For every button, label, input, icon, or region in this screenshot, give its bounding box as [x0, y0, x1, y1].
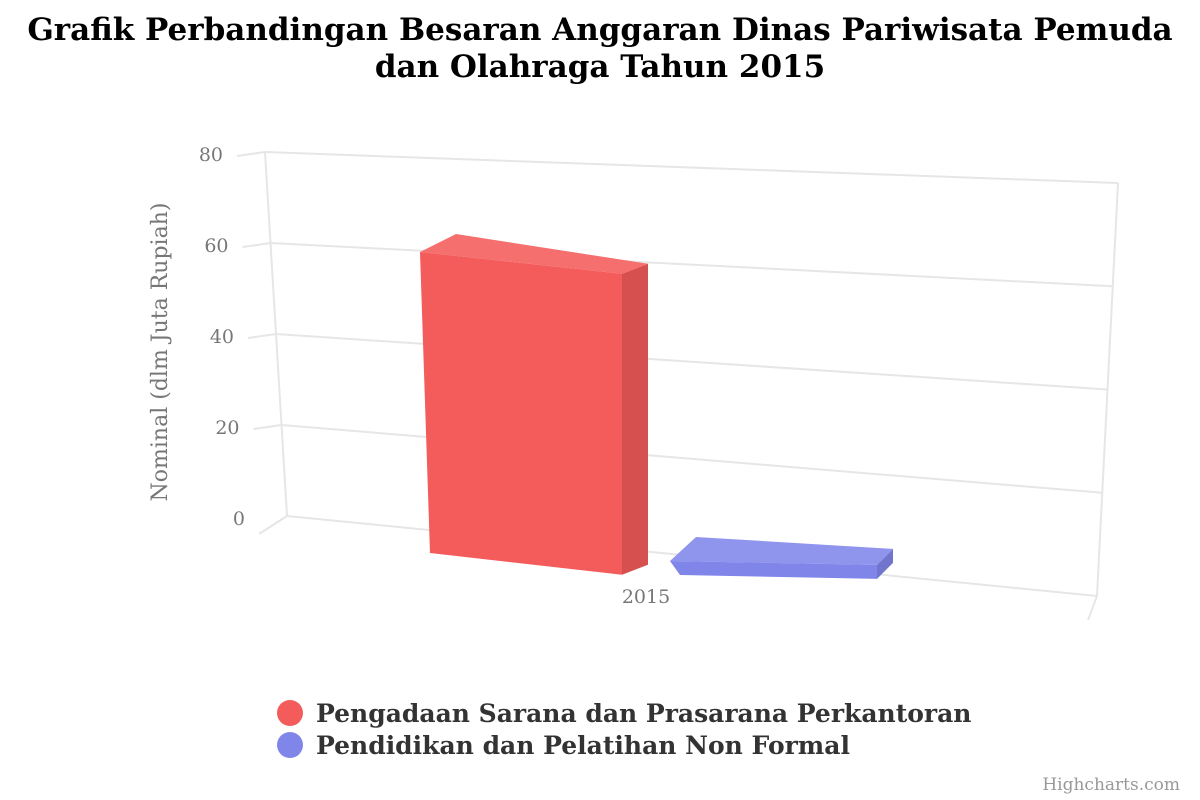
back-wall-right-edge [1096, 182, 1119, 597]
y-tick-label: 0 [233, 508, 245, 530]
gridline-20 [281, 424, 1103, 494]
back-wall-left-edge [264, 151, 288, 517]
y-tick-mark-40 [247, 333, 277, 339]
chart-title-line-1: Grafik Perbandingan Besaran Anggaran Din… [27, 12, 1173, 48]
bar-pendidikan-pelatihan[interactable] [670, 537, 893, 579]
gridline-40 [275, 333, 1108, 391]
gridline-60 [270, 242, 1113, 288]
x-axis-ticks: 2015 [622, 586, 670, 608]
floor-right-edge [1087, 595, 1098, 621]
grid-layer [236, 151, 1119, 621]
y-tick-mark-60 [242, 242, 271, 248]
bar-side-face [877, 548, 893, 579]
bar-top-face [420, 234, 648, 274]
y-tick-label: 80 [199, 144, 223, 166]
legend-item[interactable]: Pengadaan Sarana dan Prasarana Perkantor… [277, 699, 971, 728]
y-tick-mark-80 [236, 151, 266, 157]
bar-pengadaan-sarana[interactable] [420, 234, 648, 575]
legend-item[interactable]: Pendidikan dan Pelatihan Non Formal [277, 731, 850, 760]
y-axis-ticks: 0 20 40 60 80 [199, 144, 245, 530]
y-tick-label: 60 [204, 235, 228, 257]
y-tick-label: 40 [210, 326, 234, 348]
y-tick-mark-0 [258, 515, 288, 535]
bar-layer [420, 234, 893, 579]
chart-title: Grafik Perbandingan Besaran Anggaran Din… [0, 12, 1200, 86]
legend-marker-icon [277, 732, 303, 758]
x-tick-label: 2015 [622, 586, 670, 608]
y-tick-mark-20 [253, 424, 282, 430]
y-tick-label: 20 [215, 417, 239, 439]
bar-front-face [420, 252, 622, 575]
legend[interactable]: Pengadaan Sarana dan Prasarana Perkantor… [277, 699, 971, 760]
bar-side-face [622, 263, 648, 575]
legend-label: Pengadaan Sarana dan Prasarana Perkantor… [316, 699, 971, 728]
bar-top-face [670, 537, 893, 565]
chart-title-line-2: dan Olahraga Tahun 2015 [374, 49, 826, 85]
legend-marker-icon [277, 700, 303, 726]
bar-front-face [670, 561, 877, 579]
legend-label: Pendidikan dan Pelatihan Non Formal [316, 731, 850, 760]
credits-link[interactable]: Highcharts.com [1042, 775, 1180, 795]
y-axis-title: Nominal (dlm Juta Rupiah) [148, 203, 173, 502]
gridline-80 [264, 151, 1119, 184]
